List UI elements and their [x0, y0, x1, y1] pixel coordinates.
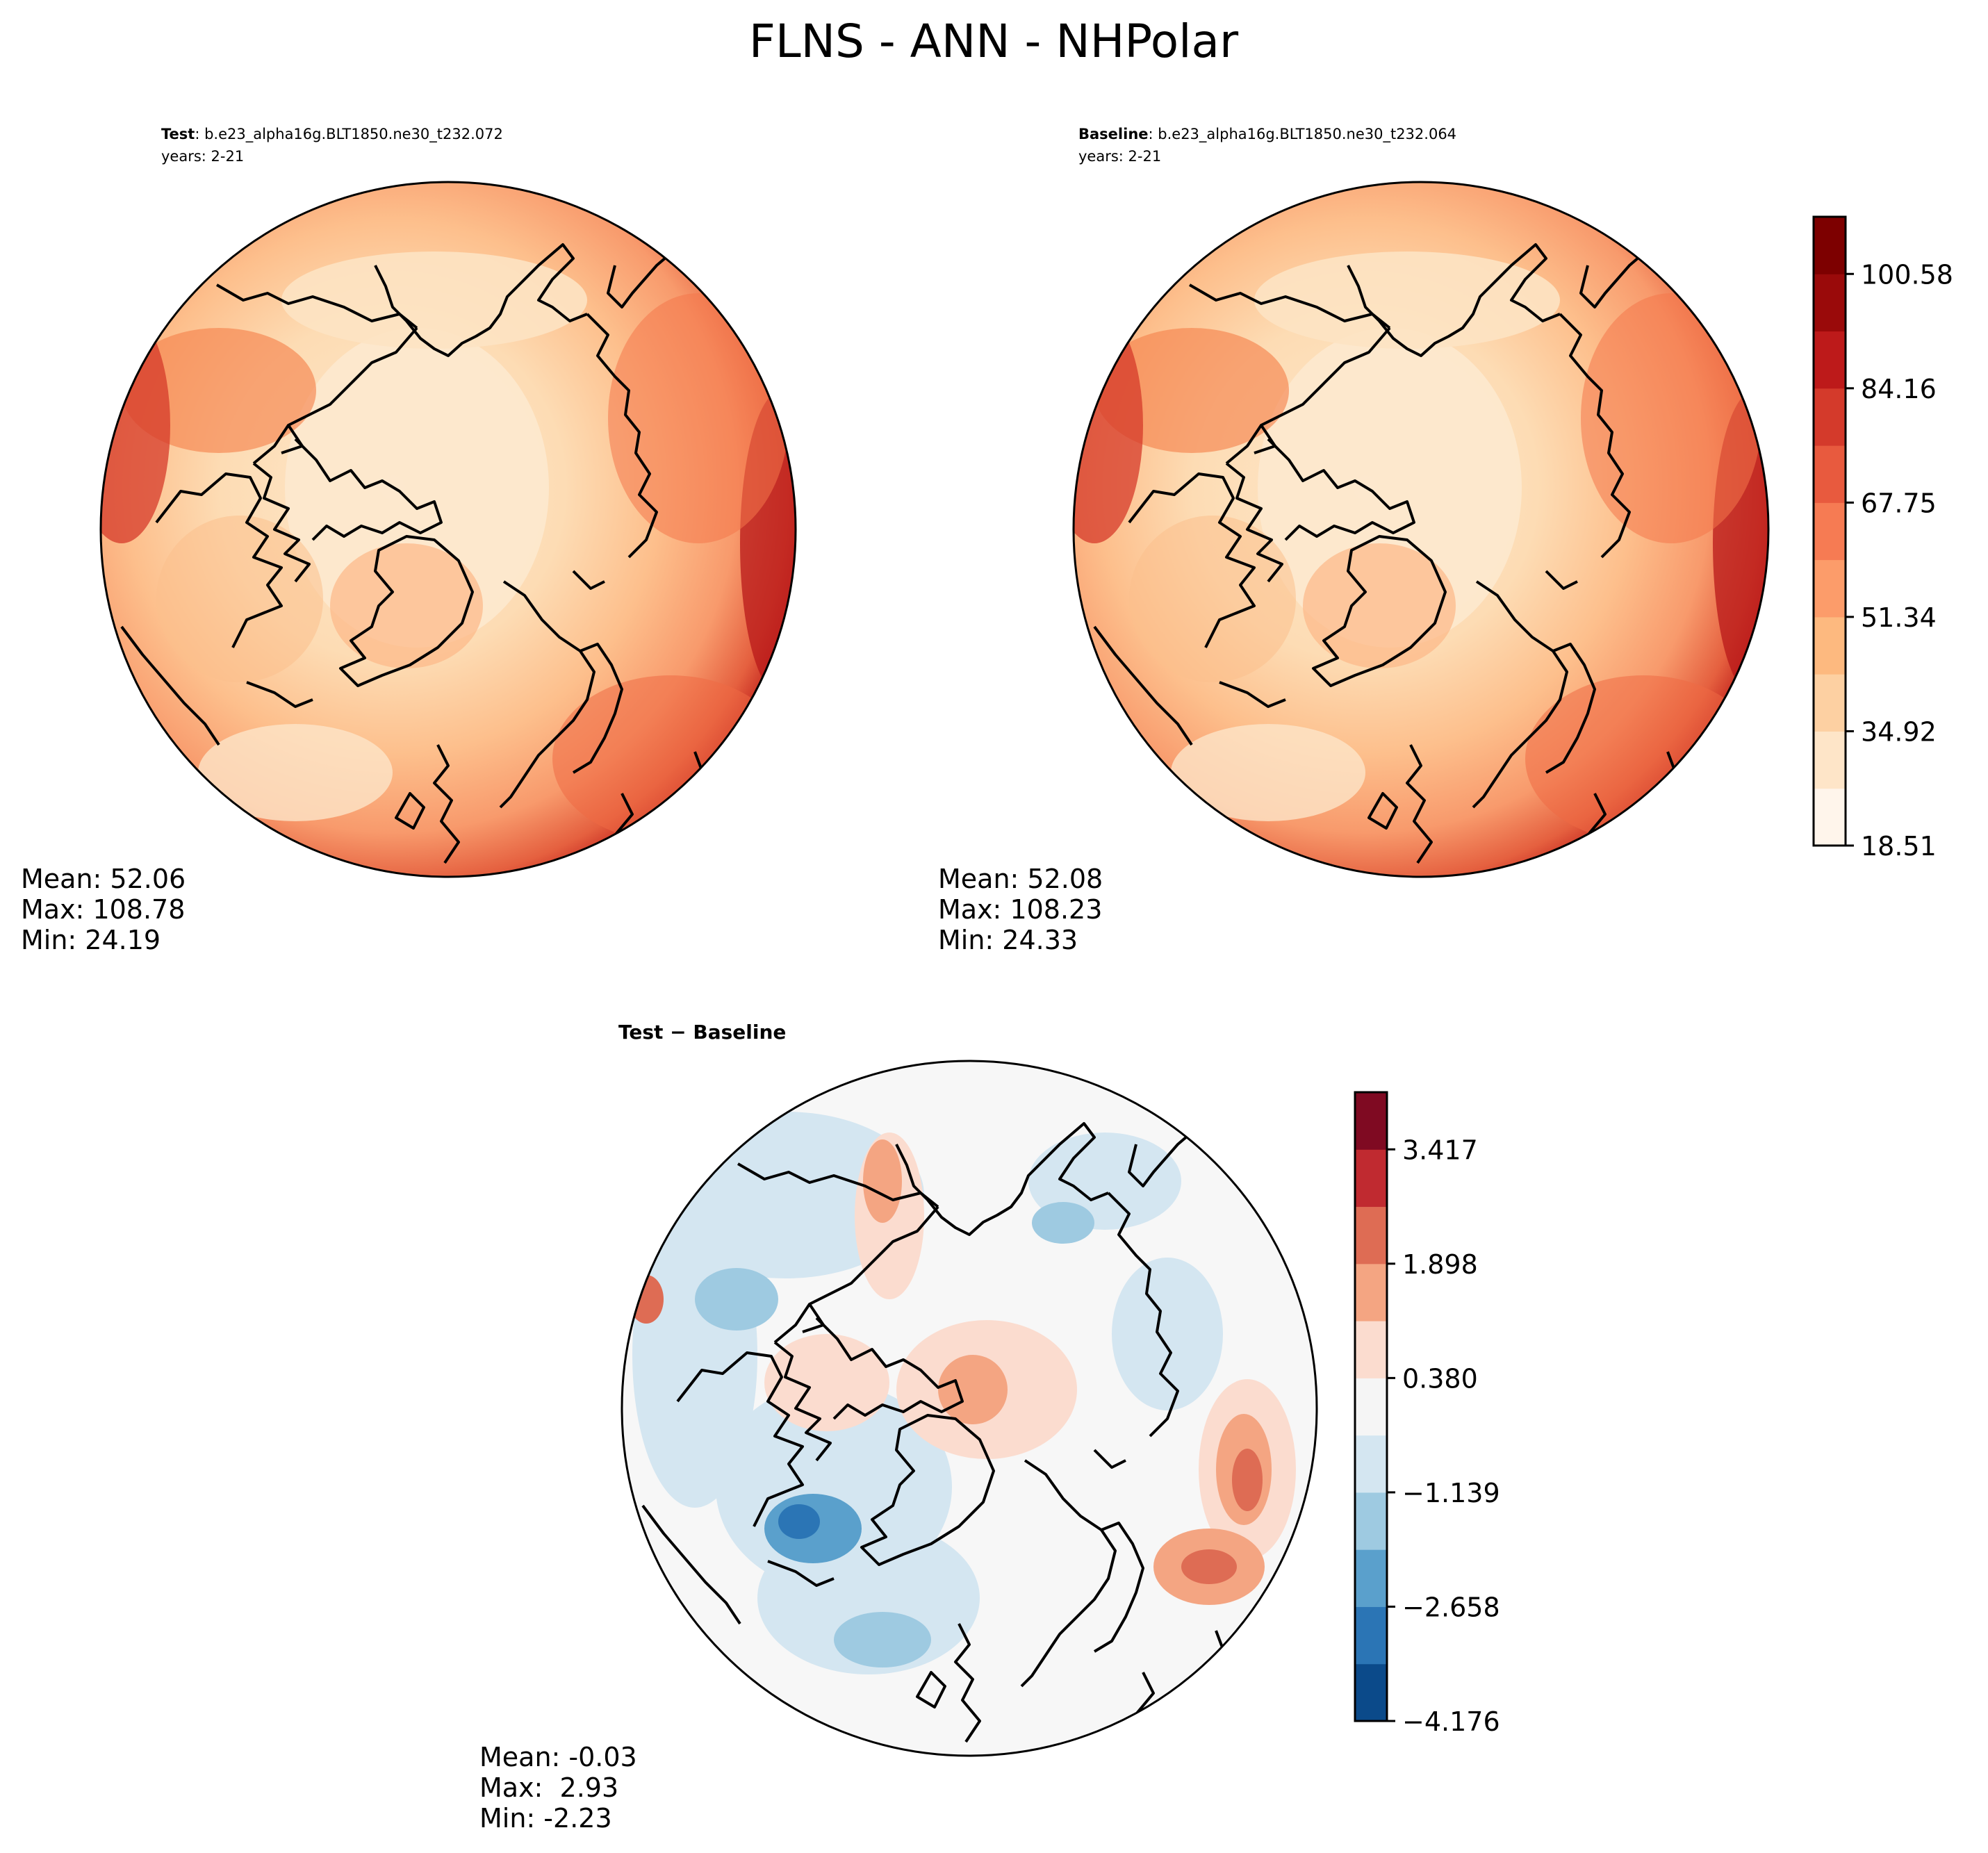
baseline-panel: Baseline: b.e23_alpha16g.BLT1850.ne30_t2…	[938, 126, 1770, 955]
diff-colorbar-swatch	[1355, 1378, 1387, 1436]
diff-colorbar-swatch	[1355, 1092, 1387, 1150]
main-colorbar-swatch	[1814, 331, 1846, 389]
baseline-max: Max: 108.23	[938, 894, 1102, 925]
test-years: years: 2-21	[161, 148, 244, 165]
diff-colorbar: −4.176 −2.658 −1.139 0.380 1.898 3.417	[1354, 1091, 1500, 1737]
diff-mean: Mean: -0.03	[479, 1742, 637, 1772]
baseline-case-name: : b.e23_alpha16g.BLT1850.ne30_t232.064	[1149, 126, 1457, 143]
diff-colorbar-tick-label: 3.417	[1402, 1135, 1478, 1165]
test-max: Max: 108.78	[21, 894, 185, 925]
main-colorbar-swatch	[1814, 674, 1846, 732]
main-colorbar-swatch	[1814, 274, 1846, 332]
main-colorbar-swatch	[1814, 502, 1846, 561]
main-colorbar-swatch	[1814, 731, 1846, 789]
baseline-years: years: 2-21	[1078, 148, 1161, 165]
diff-map	[622, 1061, 1317, 1756]
diff-colorbar-swatch	[1355, 1149, 1387, 1208]
test-map-border	[99, 181, 797, 878]
diff-colorbar-swatch	[1355, 1263, 1387, 1321]
main-colorbar-tick-label: 100.58	[1861, 259, 1953, 290]
diff-colorbar-tick-label: −4.176	[1402, 1706, 1500, 1737]
main-colorbar-tick-label: 84.16	[1861, 374, 1937, 404]
test-panel: Test: b.e23_alpha16g.BLT1850.ne30_t232.0…	[21, 126, 797, 955]
main-colorbar-swatch	[1814, 788, 1846, 846]
test-mean: Mean: 52.06	[21, 864, 186, 894]
test-min: Min: 24.19	[21, 925, 161, 955]
diff-colorbar-swatch	[1355, 1321, 1387, 1378]
main-colorbar-tick-label: 18.51	[1861, 831, 1937, 862]
main-colorbar-frame	[1812, 215, 1847, 847]
diff-colorbar-swatch	[1355, 1435, 1387, 1493]
diff-colorbar-tick-label: 0.380	[1402, 1363, 1478, 1394]
main-colorbar-swatch	[1814, 445, 1846, 503]
diff-title: Test − Baseline	[618, 1021, 786, 1044]
diff-colorbar-swatch	[1355, 1663, 1387, 1722]
baseline-min: Min: 24.33	[938, 925, 1078, 955]
main-colorbar-swatch	[1814, 217, 1846, 274]
baseline-map-border	[1072, 181, 1770, 878]
diff-panel: Test − Baseline	[479, 1021, 1318, 1834]
svg-text:Test: b.e23_alpha16g.BLT1850.n: Test: b.e23_alpha16g.BLT1850.ne30_t232.0…	[161, 126, 503, 143]
diff-colorbar-tick-label: −1.139	[1402, 1478, 1500, 1508]
diff-max: Max: 2.93	[479, 1772, 618, 1803]
diff-colorbar-tick-label: 1.898	[1402, 1249, 1478, 1280]
figure-title: FLNS - ANN - NHPolar	[749, 15, 1239, 68]
baseline-map	[1074, 182, 1768, 877]
main-colorbar: 18.51 34.92 51.34 67.75 84.16 100.58	[1812, 215, 1953, 862]
diff-colorbar-swatch	[1355, 1492, 1387, 1550]
main-colorbar-swatch	[1814, 559, 1846, 618]
main-colorbar-tick-label: 67.75	[1861, 488, 1937, 518]
diff-map-border	[621, 1060, 1318, 1757]
diff-colorbar-frame	[1354, 1091, 1388, 1722]
main-colorbar-tick-label: 34.92	[1861, 716, 1937, 747]
test-case-name: : b.e23_alpha16g.BLT1850.ne30_t232.072	[195, 126, 503, 143]
diff-colorbar-swatch	[1355, 1549, 1387, 1607]
main-colorbar-swatch	[1814, 616, 1846, 675]
diff-colorbar-swatch	[1355, 1206, 1387, 1265]
diff-colorbar-swatch	[1355, 1606, 1387, 1665]
baseline-mean: Mean: 52.08	[938, 864, 1103, 894]
svg-text:Baseline: b.e23_alpha16g.BLT18: Baseline: b.e23_alpha16g.BLT1850.ne30_t2…	[1078, 126, 1456, 143]
diff-colorbar-tick-label: −2.658	[1402, 1592, 1500, 1622]
diff-min: Min: -2.23	[479, 1803, 612, 1834]
test-label-bold: Test	[161, 126, 195, 142]
test-map	[101, 182, 796, 877]
main-colorbar-swatch	[1814, 388, 1846, 446]
main-colorbar-tick-label: 51.34	[1861, 602, 1937, 633]
baseline-label-bold: Baseline	[1078, 126, 1149, 142]
